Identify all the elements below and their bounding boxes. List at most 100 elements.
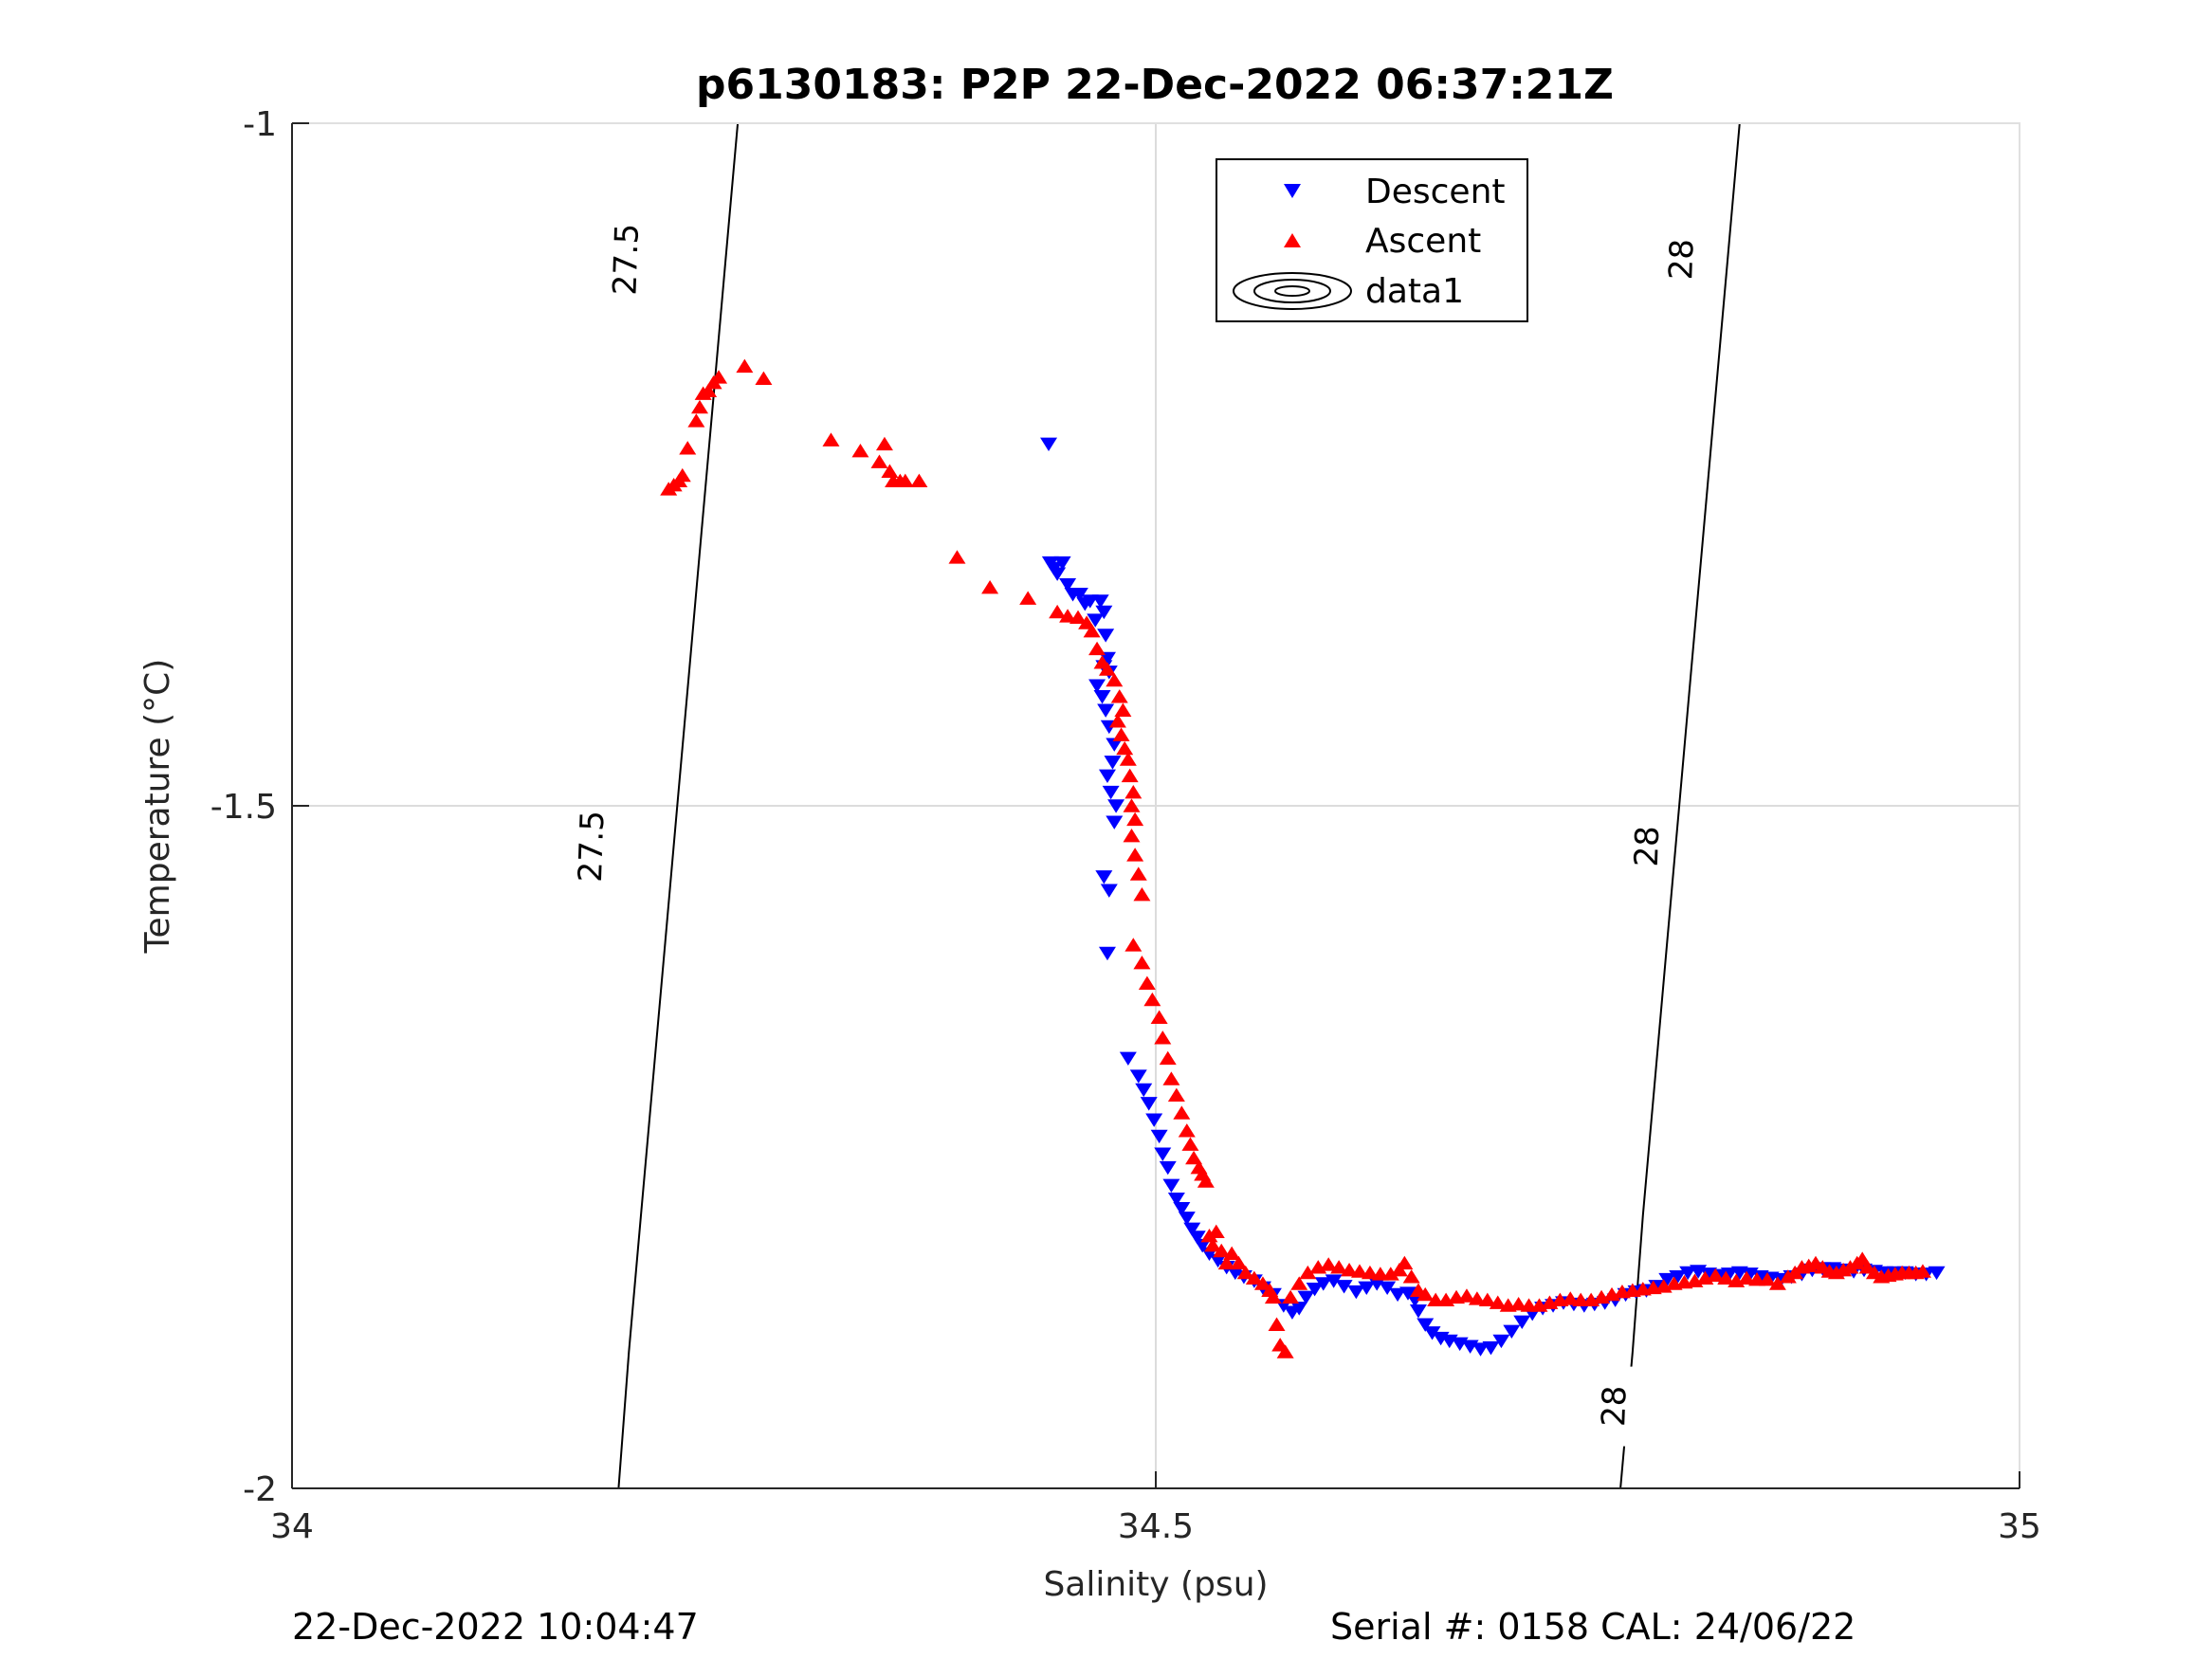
descent-point — [1472, 1342, 1490, 1357]
descent-point — [1173, 1202, 1191, 1216]
ascent-point — [1758, 1272, 1776, 1286]
ascent-point — [1121, 768, 1139, 783]
isopycnal-label-bg — [1659, 220, 1702, 300]
descent-point — [1040, 437, 1058, 452]
isopycnal-label-bg — [1592, 1366, 1635, 1447]
descent-point — [1091, 594, 1109, 609]
ascent-point — [1133, 955, 1151, 970]
descent-point — [1389, 1287, 1407, 1303]
ascent-point — [1913, 1264, 1931, 1278]
descent-point — [1503, 1324, 1521, 1340]
legend-data1-contour-icon — [1233, 272, 1352, 310]
legend: Descent Ascent data1 — [1216, 158, 1528, 322]
ascent-point — [1049, 604, 1067, 619]
descent-point — [1335, 1280, 1353, 1294]
ascent-point — [1282, 1289, 1300, 1304]
ascent-point — [1110, 689, 1128, 703]
ascent-point — [1276, 1344, 1294, 1358]
ascent-point — [1253, 1276, 1271, 1290]
ascent-point — [1123, 829, 1141, 843]
ascent-point — [1154, 1030, 1172, 1045]
descent-point — [1720, 1267, 1738, 1282]
ascent-point — [1143, 992, 1161, 1007]
descent-point — [1183, 1222, 1201, 1237]
ascent-point — [710, 370, 728, 384]
descent-point — [1107, 799, 1125, 813]
ascent-point — [1207, 1224, 1225, 1239]
ascent-point — [1088, 641, 1106, 656]
ascent-point — [851, 443, 869, 458]
ascent-point — [1116, 740, 1134, 756]
ascent-point — [1361, 1265, 1379, 1280]
legend-descent-label: Descent — [1365, 173, 1506, 211]
descent-point — [1059, 577, 1077, 592]
descent-point — [1098, 769, 1116, 783]
ascent-point — [1159, 1050, 1177, 1066]
ascent-point — [1173, 1105, 1191, 1120]
descent-point — [1097, 629, 1115, 643]
ascent-point — [1562, 1291, 1580, 1305]
descent-point — [1406, 1293, 1424, 1307]
ascent-point — [896, 473, 914, 488]
ascent-point — [687, 413, 705, 428]
legend-data1-label: data1 — [1365, 272, 1464, 311]
descent-point — [1409, 1304, 1427, 1319]
legend-box — [1216, 158, 1528, 322]
ascent-point — [1197, 1174, 1215, 1188]
isopycnal-label: 28 — [1628, 825, 1667, 867]
isopycnal-label-bg — [604, 220, 647, 300]
ascent-point — [1457, 1288, 1475, 1303]
descent-point — [1347, 1285, 1365, 1300]
descent-point — [1053, 556, 1071, 571]
descent-point — [1049, 567, 1067, 581]
descent-point — [1209, 1253, 1227, 1268]
descent-point — [1417, 1318, 1435, 1332]
ascent-point — [679, 441, 697, 455]
isopycnal-label: 28 — [1662, 238, 1701, 281]
descent-point — [1070, 588, 1088, 602]
ascent-point — [1126, 848, 1144, 862]
isopycnal-label-bg — [570, 807, 612, 887]
ascent-point — [700, 383, 718, 397]
descent-point — [1423, 1326, 1441, 1340]
ascent-point — [1119, 752, 1137, 766]
ascent-point — [1133, 886, 1151, 902]
ascent-point — [870, 454, 888, 468]
descent-point — [1140, 1097, 1158, 1111]
ascent-point — [1738, 1270, 1756, 1285]
descent-point — [1368, 1277, 1386, 1291]
ascent-point — [1124, 784, 1143, 799]
descent-point — [1162, 1178, 1180, 1193]
descent-point — [1658, 1272, 1676, 1287]
x-axis-label: Salinity (psu) — [1043, 1565, 1268, 1604]
footer-timestamp: 22-Dec-2022 10:04:47 — [292, 1606, 699, 1648]
ascent-point — [1396, 1255, 1414, 1270]
isopycnal-line — [1619, 122, 1741, 1489]
descent-point — [1669, 1270, 1687, 1285]
ascent-point — [1178, 1123, 1196, 1138]
ascent-point — [1717, 1270, 1735, 1285]
ascent-point — [1478, 1292, 1496, 1307]
ascent-point — [1417, 1286, 1435, 1302]
ascent-point — [875, 436, 893, 451]
descent-point — [1102, 785, 1120, 800]
x-tick-label: 34.5 — [1118, 1507, 1194, 1546]
ascent-point — [1126, 811, 1144, 827]
descent-point — [1154, 1147, 1172, 1161]
descent-point — [1098, 651, 1116, 666]
y-axis-label: Temperature (°C) — [138, 659, 177, 955]
ascent-point — [1217, 1255, 1235, 1270]
descent-point — [1159, 1160, 1177, 1176]
ascent-point — [822, 432, 840, 447]
isopycnal-label: 27.5 — [606, 223, 647, 296]
ascent-point — [1124, 938, 1143, 952]
ascent-point — [1268, 1317, 1286, 1331]
descent-point — [1150, 1129, 1168, 1144]
ascent-point — [1245, 1270, 1263, 1285]
ascent-point — [1185, 1150, 1203, 1165]
ascent-point — [1138, 975, 1156, 990]
ascent-point — [673, 467, 691, 483]
ascent-point — [1123, 798, 1141, 812]
descent-point — [1226, 1266, 1244, 1281]
ascent-point — [1509, 1296, 1527, 1311]
